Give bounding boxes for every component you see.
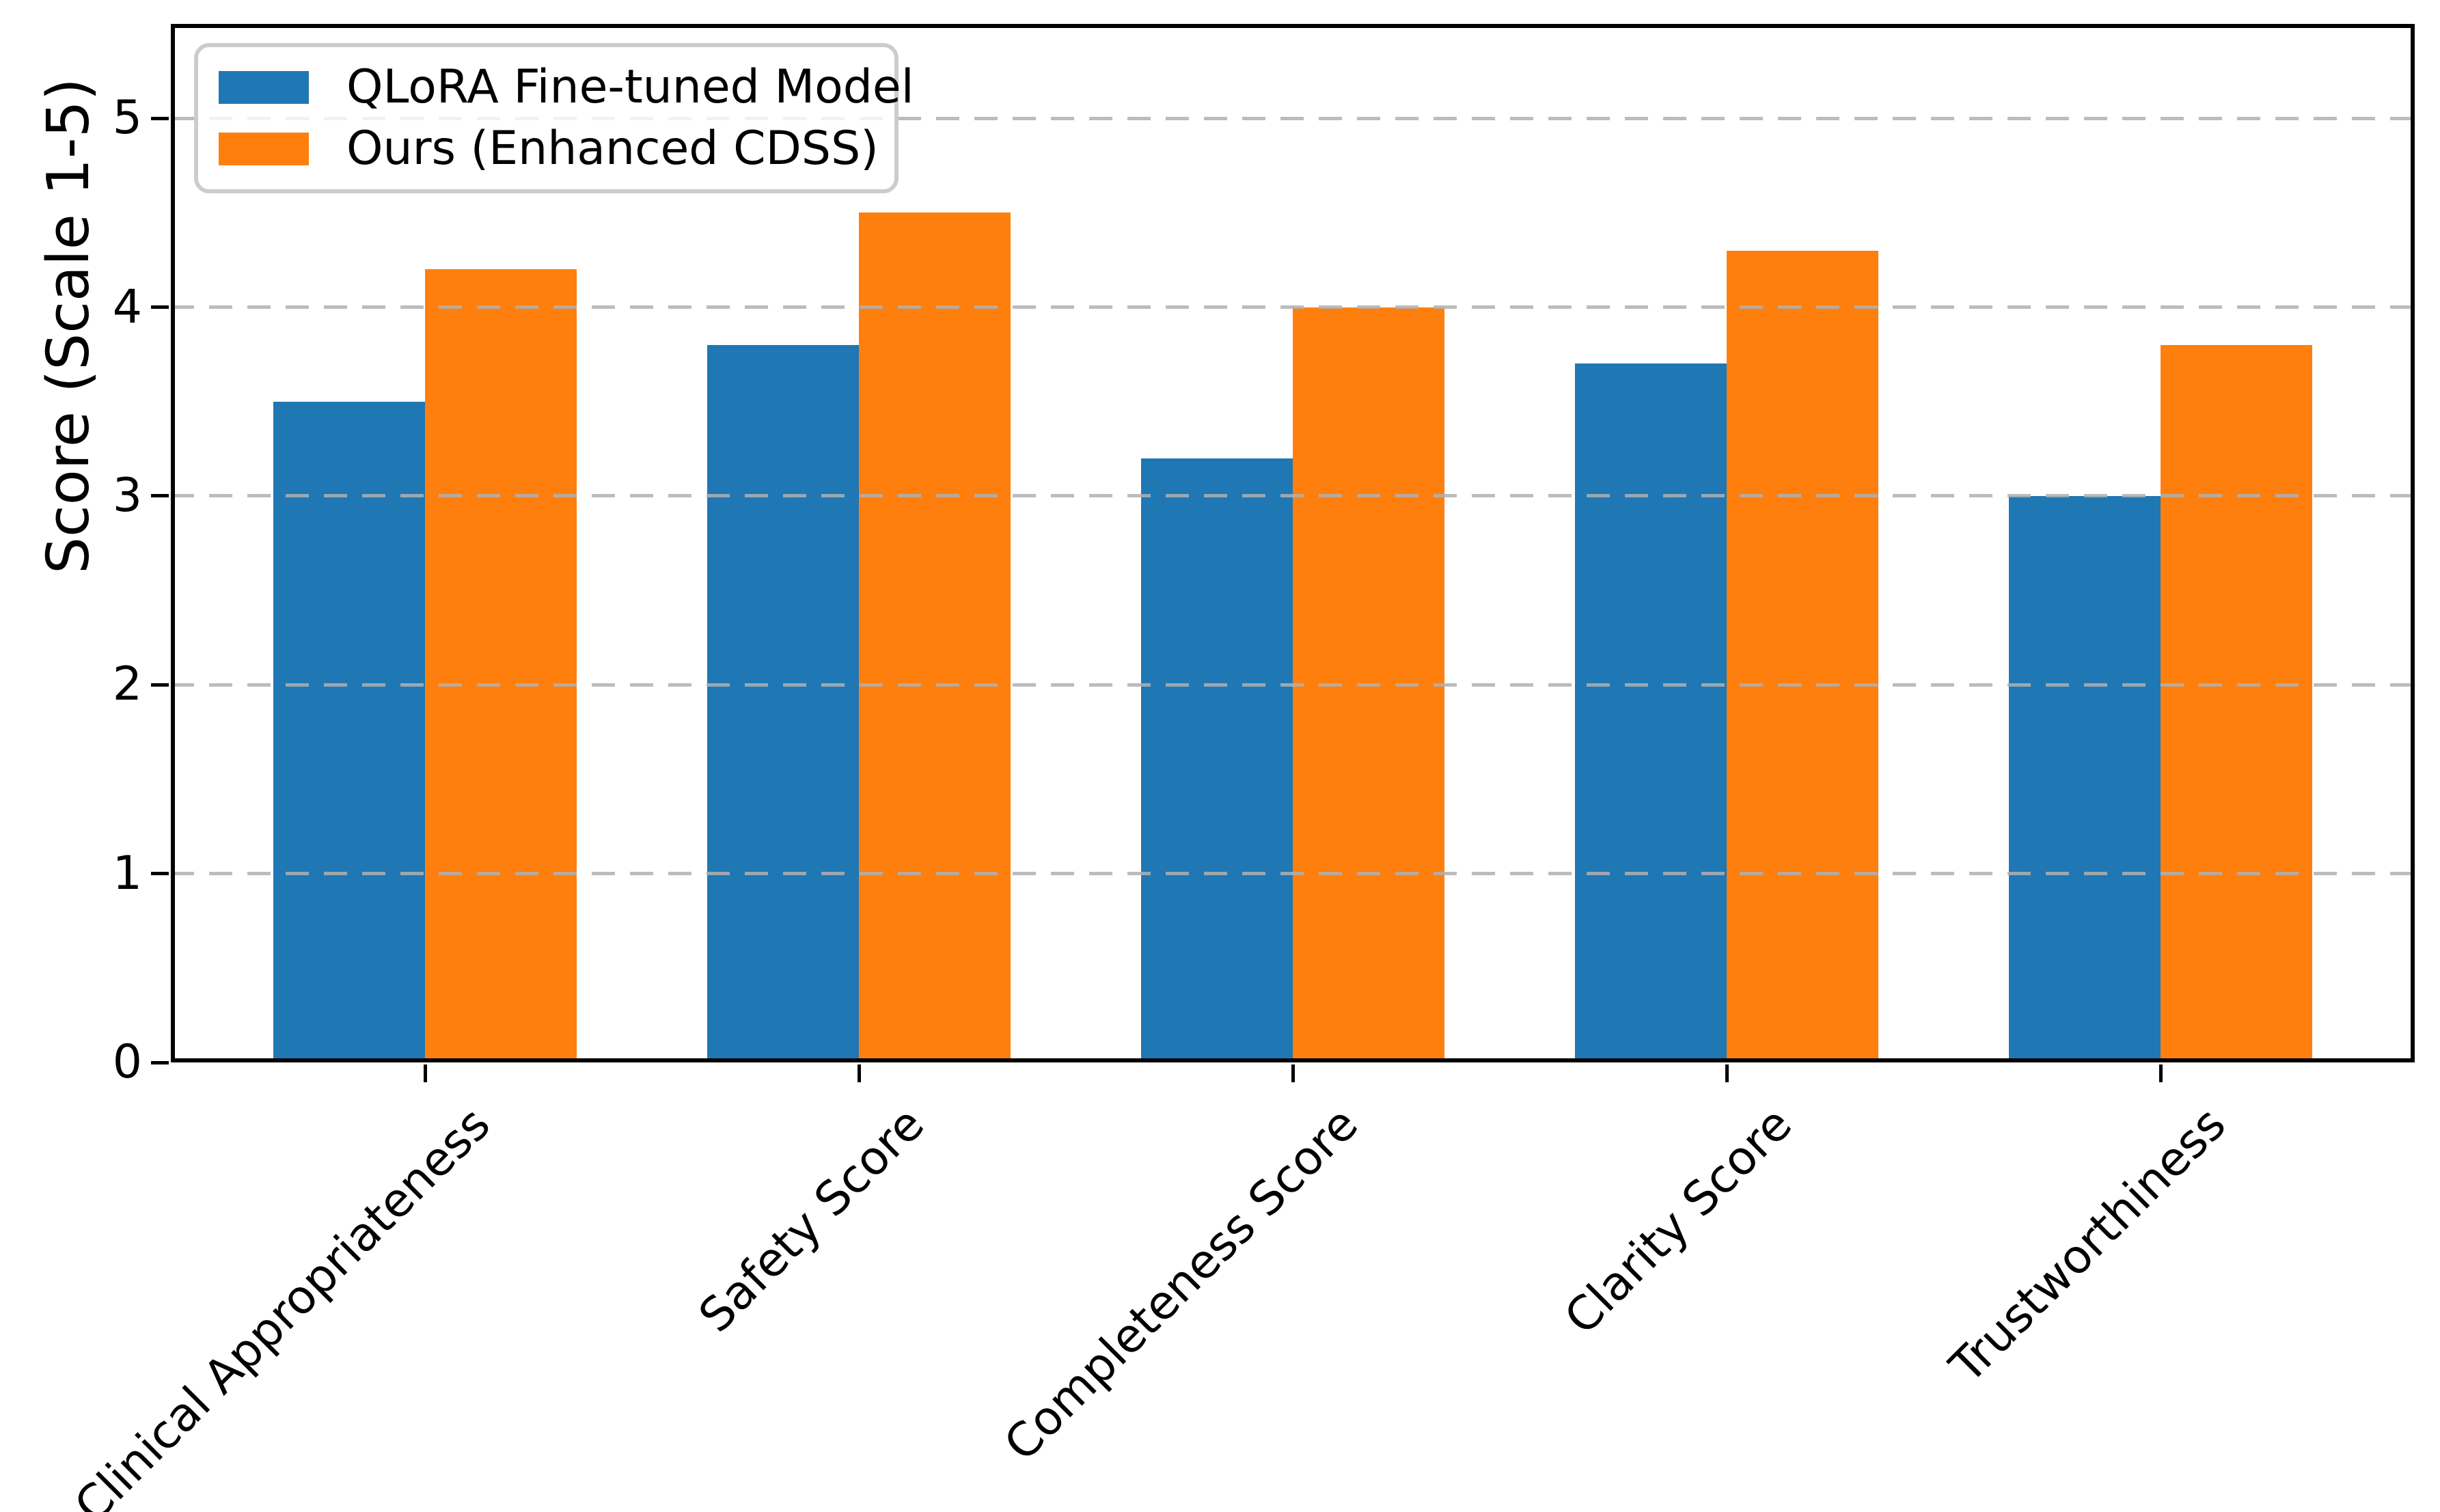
y-tick-mark xyxy=(151,872,169,876)
y-tick-label: 0 xyxy=(112,1035,142,1089)
x-tick-mark xyxy=(424,1064,427,1082)
x-tick-label: Safety Score xyxy=(689,1097,935,1343)
gridline-y-3 xyxy=(171,494,2415,498)
y-tick-mark xyxy=(151,494,169,498)
gridline-y-1 xyxy=(171,872,2415,876)
legend-label: QLoRA Fine-tuned Model xyxy=(346,60,914,114)
x-tick-mark xyxy=(2159,1064,2163,1082)
y-tick-label: 3 xyxy=(112,468,142,523)
legend: QLoRA Fine-tuned Model Ours (Enhanced CDS… xyxy=(194,43,914,193)
x-tick-label: Clinical Appropriateness xyxy=(64,1097,501,1512)
y-tick-label: 2 xyxy=(112,657,142,712)
x-tick-label: Completeness Score xyxy=(994,1097,1369,1472)
y-tick-label: 1 xyxy=(112,846,142,901)
y-tick-label: 5 xyxy=(112,91,142,146)
x-tick-label: Clarity Score xyxy=(1554,1097,1802,1345)
legend-item-ours-enhanced-cdss: Ours (Enhanced CDSS) xyxy=(219,118,879,180)
x-tick-mark xyxy=(1725,1064,1729,1082)
bar-ours-enhanced-cdss-clarity-score xyxy=(1727,250,1878,1062)
x-tick-mark xyxy=(858,1064,861,1082)
y-tick-mark xyxy=(151,305,169,310)
x-tick-mark xyxy=(1291,1064,1295,1082)
y-tick-label: 4 xyxy=(112,279,142,334)
bar-ours-enhanced-cdss-trustworthiness xyxy=(2161,344,2312,1062)
bar-ours-enhanced-cdss-safety-score xyxy=(859,212,1011,1062)
legend-swatch-icon xyxy=(219,133,309,165)
bar-qlora-fine-tuned-model-safety-score xyxy=(707,344,859,1062)
bar-qlora-fine-tuned-model-completeness-score xyxy=(1141,458,1293,1062)
gridline-y-2 xyxy=(171,683,2415,687)
x-tick-label: Trustworthiness xyxy=(1940,1097,2236,1394)
bar-qlora-fine-tuned-model-clarity-score xyxy=(1575,363,1727,1062)
bar-qlora-fine-tuned-model-trustworthiness xyxy=(2009,495,2161,1062)
legend-item-qlora-fine-tuned-model: QLoRA Fine-tuned Model xyxy=(219,57,914,118)
gridline-y-5 xyxy=(171,116,2415,120)
legend-swatch-icon xyxy=(219,71,309,104)
y-tick-mark xyxy=(151,116,169,120)
legend-label: Ours (Enhanced CDSS) xyxy=(346,122,879,176)
bar-ours-enhanced-cdss-clinical-appropriateness xyxy=(425,269,577,1062)
bar-qlora-fine-tuned-model-clinical-appropriateness xyxy=(273,401,425,1062)
y-tick-mark xyxy=(151,1060,169,1064)
gridline-y-4 xyxy=(171,305,2415,310)
y-tick-mark xyxy=(151,683,169,687)
